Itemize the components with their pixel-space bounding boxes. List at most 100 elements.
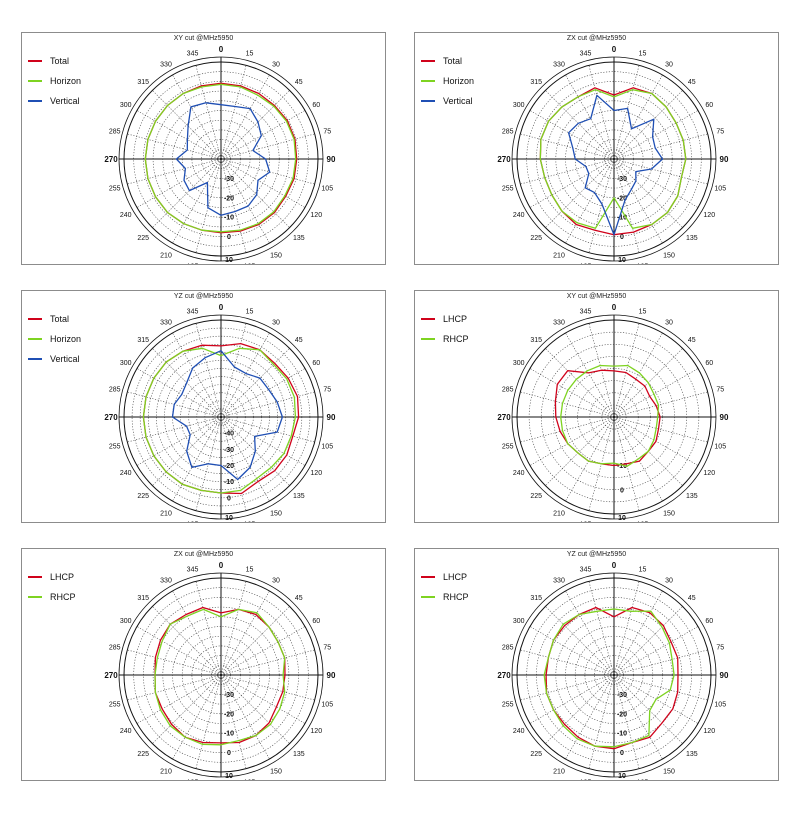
grid-spoke <box>152 606 222 676</box>
grid-spoke <box>613 674 708 701</box>
angle-label: 30 <box>665 62 673 69</box>
series-line <box>539 89 687 229</box>
angle-label: 30 <box>665 578 673 585</box>
grid-spoke <box>172 332 222 418</box>
angle-label: 270 <box>497 413 511 422</box>
angle-label: 285 <box>502 645 514 652</box>
angle-label: 240 <box>120 212 132 219</box>
grid-spoke <box>220 368 306 418</box>
angle-label: 225 <box>137 493 149 500</box>
grid-spoke <box>613 158 663 244</box>
angle-label: 60 <box>312 102 320 109</box>
angle-label: 330 <box>553 62 565 69</box>
angle-label: 345 <box>580 309 592 316</box>
angle-label: 315 <box>137 595 149 602</box>
grid-spoke <box>613 90 683 160</box>
legend-label: Vertical <box>443 96 473 106</box>
legend-swatch <box>421 60 435 62</box>
angle-label: 60 <box>705 618 713 625</box>
chart-panel-xy-cut-polarization: XY cut @MHz5950 LHCP RHCP 0 15 30 45 60 75 90 105 1… <box>414 290 779 523</box>
angle-label: 150 <box>270 510 282 517</box>
angle-label: 315 <box>137 337 149 344</box>
angle-label: 165 <box>244 521 256 523</box>
legend-label: Total <box>443 56 463 66</box>
chart-title: YZ cut @MHz5950 <box>566 551 627 558</box>
angle-label: 75 <box>323 645 331 652</box>
chart-title: YZ cut @MHz5950 <box>173 293 234 300</box>
series-line <box>543 608 675 748</box>
chart-title: XY cut @MHz5950 <box>173 35 234 42</box>
angle-label: 195 <box>580 263 592 265</box>
angle-label: 90 <box>720 155 729 164</box>
grid-spoke <box>520 158 615 185</box>
grid-spoke <box>172 74 222 160</box>
legend-label: Vertical <box>50 96 80 106</box>
grid-spoke <box>220 391 315 418</box>
angle-label: 0 <box>612 561 617 570</box>
grid-spoke <box>220 158 290 228</box>
angle-label: 15 <box>639 51 647 58</box>
angle-label: 165 <box>244 779 256 781</box>
angle-label: 105 <box>321 701 333 708</box>
angle-label: 240 <box>513 470 525 477</box>
angle-label: 135 <box>293 493 305 500</box>
chart-legend: Total Horizon Vertical <box>28 309 81 369</box>
radial-tick-label: 0 <box>227 750 231 757</box>
grid-spoke <box>613 158 683 228</box>
angle-label: 60 <box>312 618 320 625</box>
chart-legend: LHCP RHCP <box>421 567 469 607</box>
angle-label: 240 <box>120 728 132 735</box>
series-line <box>144 83 297 233</box>
grid-spoke <box>565 332 615 418</box>
angle-label: 285 <box>109 645 121 652</box>
grid-spoke <box>195 65 222 160</box>
chart-legend: Total Horizon Vertical <box>421 51 474 111</box>
legend-item: RHCP <box>421 329 469 349</box>
legend-item: LHCP <box>28 567 76 587</box>
grid-spoke <box>220 74 270 160</box>
angle-label: 105 <box>321 443 333 450</box>
legend-label: Horizon <box>50 76 82 86</box>
legend-label: RHCP <box>443 592 469 602</box>
legend-label: Vertical <box>50 354 80 364</box>
angle-label: 330 <box>160 320 172 327</box>
angle-label: 255 <box>502 443 514 450</box>
grid-spoke <box>220 158 270 244</box>
angle-label: 60 <box>705 102 713 109</box>
grid-spoke <box>220 626 306 676</box>
angle-label: 315 <box>530 79 542 86</box>
angle-label: 0 <box>612 45 617 54</box>
chart-title: XY cut @MHz5950 <box>566 293 627 300</box>
angle-label: 15 <box>246 309 254 316</box>
angle-label: 330 <box>160 578 172 585</box>
chart-title: ZX cut @MHz5950 <box>566 35 627 42</box>
grid-spoke <box>613 674 683 744</box>
angle-label: 0 <box>612 303 617 312</box>
radial-tick-label: -10 <box>224 479 234 486</box>
angle-label: 345 <box>580 567 592 574</box>
angle-label: 15 <box>639 567 647 574</box>
radial-tick-label: -30 <box>224 692 234 699</box>
legend-item: Vertical <box>28 349 81 369</box>
angle-label: 300 <box>513 360 525 367</box>
grid-spoke <box>613 158 699 208</box>
grid-spoke <box>152 90 222 160</box>
legend-swatch <box>421 80 435 82</box>
radial-tick-label: 0 <box>620 487 624 494</box>
angle-label: 195 <box>580 521 592 523</box>
grid-spoke <box>613 368 699 418</box>
radial-tick-label: -20 <box>617 195 627 202</box>
angle-label: 45 <box>295 595 303 602</box>
grid-spoke <box>220 158 247 253</box>
radial-tick-label: 10 <box>618 257 626 264</box>
angle-label: 150 <box>663 252 675 259</box>
grid-spoke <box>613 332 663 418</box>
grid-spoke <box>613 158 640 253</box>
polar-plot: 0153045607590105120135150165180195210225… <box>497 561 729 780</box>
angle-label: 150 <box>270 252 282 259</box>
grid-spoke <box>613 391 708 418</box>
grid-spoke <box>220 133 315 160</box>
legend-item: RHCP <box>28 587 76 607</box>
legend-item: Total <box>421 51 474 71</box>
angle-label: 135 <box>686 493 698 500</box>
